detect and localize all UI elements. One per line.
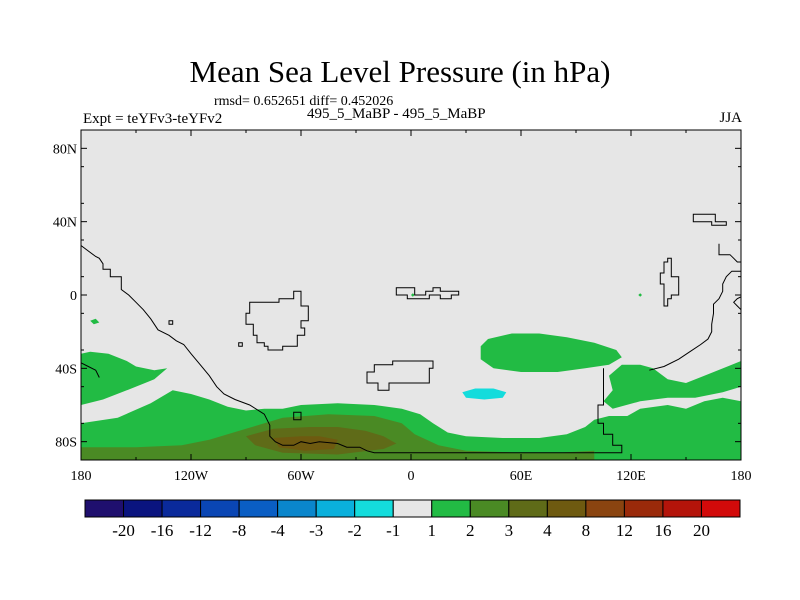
coastline-11 [659,257,680,307]
field-region-0-3 [480,333,622,372]
coastline-1 [594,368,623,454]
colorbar-swatch [392,499,433,518]
field-region-3-0 [273,436,338,451]
y-tick-label: 80N [53,142,77,157]
colorbar-label: -12 [189,521,212,540]
colorbar-label: 12 [616,521,633,540]
season-label: JJA [719,110,742,126]
colorbar-swatch [277,499,317,518]
y-tick-label: 40N [53,216,77,231]
coastline-12 [692,213,727,226]
colorbar-label: 1 [428,521,437,540]
colorbar-swatch [315,499,356,518]
field-region-0-4 [90,318,100,325]
x-tick-label: 60W [287,469,315,484]
coastline-7 [238,342,243,347]
chart-title: Mean Sea Level Pressure (in hPa) [189,54,611,89]
coastlines [81,213,741,454]
colorbar-label: 16 [654,521,671,540]
colorbar-label: 8 [582,521,591,540]
field-region-0-0 [81,351,168,405]
experiment-label: Expt = teYFv3-teYFv2 [83,111,223,127]
colorbar: -20 -16 -12 -8 -4 -3 -2 -1 1 2 3 4 8 12 16 20 [84,499,741,540]
colorbar-label: -3 [309,521,323,540]
colorbar-label: -2 [348,521,362,540]
colorbar-label: -4 [271,521,286,540]
colorbar-label: -16 [151,521,174,540]
field-region-0-2 [603,361,741,409]
colorbar-swatch [469,499,510,518]
x-tick-label: 180 [731,469,752,484]
stats-text: rmsd= 0.652651 diff= 0.452026 [214,94,394,109]
coastline-4 [732,296,741,311]
coastline-0 [81,245,595,454]
colorbar-swatch [84,499,125,518]
colorbar-label: -8 [232,521,246,540]
coastline-3 [81,362,100,378]
colorbar-swatch [354,499,394,518]
colorbar-swatch [200,499,240,518]
axes: 180 120W 60W 0 60E 120E 180 80N 40N 0 40S 80S [53,129,752,484]
coastline-9 [395,287,460,300]
x-tick-label: 120E [616,469,646,484]
coastline-5 [245,290,309,351]
contour-fields [81,293,741,460]
experiments-text: 495_5_MaBP - 495_5_MaBP [307,106,486,122]
y-tick-label: 80S [55,436,77,451]
y-tick-label: 0 [70,289,77,304]
colorbar-label: -1 [386,521,400,540]
x-tick-label: 180 [71,469,92,484]
colorbar-swatch [546,499,587,518]
x-tick-label: 60E [510,469,533,484]
coastline-13 [718,243,741,263]
colorbar-swatch [662,499,702,518]
colorbar-swatch [700,499,741,518]
colorbar-swatch [238,499,279,518]
coastline-2 [649,270,741,371]
field-region-0-6 [411,293,415,297]
colorbar-label: 2 [466,521,475,540]
field-region-4-0 [462,388,507,400]
colorbar-swatch [161,499,202,518]
colorbar-swatch [123,499,163,518]
x-tick-label: 0 [408,469,415,484]
x-tick-label: 120W [174,469,209,484]
colorbar-label: 4 [543,521,552,540]
field-region-0-5 [638,293,642,297]
colorbar-label: -20 [112,521,135,540]
colorbar-label: 20 [693,521,710,540]
colorbar-label: 3 [505,521,514,540]
colorbar-swatch [623,499,664,518]
colorbar-swatch [431,499,471,518]
coastline-8 [366,360,434,391]
coastline-6 [168,320,174,325]
y-tick-label: 40S [55,362,77,377]
colorbar-swatch [585,499,625,518]
coastline-10 [293,411,302,421]
colorbar-swatch [508,499,548,518]
